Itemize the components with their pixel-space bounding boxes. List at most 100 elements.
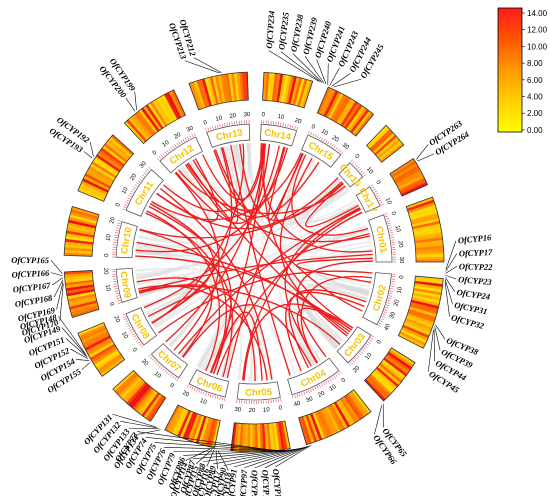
gene-connector <box>244 446 306 469</box>
heatmap-cell <box>228 73 235 102</box>
chromosome-label: Chr14 <box>263 127 292 143</box>
tick-mark <box>327 141 330 145</box>
tick-mark <box>136 339 139 342</box>
tick-label: 20 <box>331 135 340 144</box>
legend-tick-label: 12.00 <box>527 26 548 35</box>
tick-mark <box>221 123 223 127</box>
heatmap-cell <box>78 324 106 339</box>
tick-mark <box>371 335 375 338</box>
heatmap-cell <box>94 156 120 175</box>
heatmap-cell <box>274 73 281 102</box>
heatmap-cell <box>332 95 349 122</box>
tick-mark <box>360 170 363 173</box>
gene-connector <box>331 73 351 87</box>
tick-mark <box>132 333 135 336</box>
heatmap-cell <box>249 423 253 452</box>
gene-label: OfCYP98 <box>250 470 260 496</box>
tick-mark <box>333 375 336 379</box>
heatmap-cell <box>70 211 98 222</box>
tick-label: 0 <box>203 120 209 127</box>
syntenic-link <box>291 154 369 236</box>
tick-label: 20 <box>129 173 138 182</box>
tick-mark <box>333 145 336 149</box>
heatmap-cell <box>299 79 311 108</box>
background-link <box>312 272 372 288</box>
tick-mark <box>124 318 128 320</box>
tick-label: 30 <box>389 311 397 320</box>
tick-mark <box>137 180 141 183</box>
heatmap-cell <box>349 391 369 416</box>
tick-label: 30 <box>305 396 314 404</box>
gene-connector <box>268 50 319 82</box>
heatmap-cell <box>236 72 242 101</box>
heatmap-cell <box>78 185 106 200</box>
chromosome-box <box>338 162 364 188</box>
syntenic-link <box>296 307 353 364</box>
gene-connector <box>112 413 156 428</box>
tick-mark <box>114 285 118 287</box>
heatmap-cell <box>215 75 224 104</box>
heatmap-cell <box>339 397 358 424</box>
heatmap-cell <box>300 416 312 444</box>
heatmap-cell <box>267 72 273 101</box>
heatmap-cell <box>91 161 117 179</box>
tick-mark <box>207 127 209 131</box>
tick-mark <box>323 382 326 386</box>
heatmap-cell <box>283 75 292 104</box>
heatmap-cell <box>371 130 394 153</box>
tick-mark <box>390 234 394 236</box>
gene-connector <box>83 151 93 159</box>
heatmap-cell <box>81 329 108 344</box>
heatmap-cell <box>66 230 95 238</box>
legend-tick-label: 10.00 <box>527 42 548 51</box>
heatmap-segment <box>112 369 167 422</box>
heatmap-cell <box>223 74 231 103</box>
tick-mark <box>301 392 303 396</box>
heatmap-cell <box>141 392 160 417</box>
tick-mark <box>314 386 317 390</box>
heatmap-cell <box>337 399 355 425</box>
heatmap-cell <box>167 406 183 433</box>
heatmap-cell <box>138 109 158 134</box>
legend-color-bar <box>497 7 523 133</box>
heatmap-cell <box>412 295 441 304</box>
syntenic-link <box>192 159 320 218</box>
tick-mark <box>310 132 312 136</box>
heatmap-cell <box>107 138 131 159</box>
tick-mark <box>370 337 374 340</box>
heatmap-cell <box>97 353 122 372</box>
tick-mark <box>388 297 392 299</box>
tick-mark <box>162 153 165 156</box>
tick-label: 20 <box>229 113 237 120</box>
heatmap-cell <box>381 359 406 379</box>
tick-mark <box>329 142 332 146</box>
tick-label: 30 <box>244 112 252 118</box>
heatmap-cell <box>64 241 93 247</box>
tick-mark <box>141 174 145 177</box>
heatmap-cell <box>64 272 93 278</box>
heatmap-cell <box>387 351 413 370</box>
heatmap-cell <box>297 78 308 107</box>
gene-connector <box>444 281 450 317</box>
heatmap-cell <box>156 97 174 123</box>
heatmap-cell <box>415 253 444 258</box>
gene-connector <box>329 67 340 86</box>
gene-connector <box>50 260 63 274</box>
heatmap-cell <box>318 409 333 437</box>
heatmap-cell <box>65 238 94 245</box>
heatmap-cell <box>69 300 98 310</box>
heatmap-cell <box>66 288 95 297</box>
tick-mark <box>381 316 385 318</box>
background-link <box>196 314 228 370</box>
tick-mark <box>115 290 119 292</box>
tick-mark <box>224 397 226 401</box>
syntenic-link <box>139 229 233 378</box>
tick-mark <box>327 379 330 383</box>
heatmap-cell <box>364 378 386 402</box>
heatmap-segment <box>164 404 221 449</box>
heatmap-cell <box>68 219 97 229</box>
tick-mark <box>158 365 162 368</box>
gene-label: OfCYP235 <box>276 11 291 50</box>
